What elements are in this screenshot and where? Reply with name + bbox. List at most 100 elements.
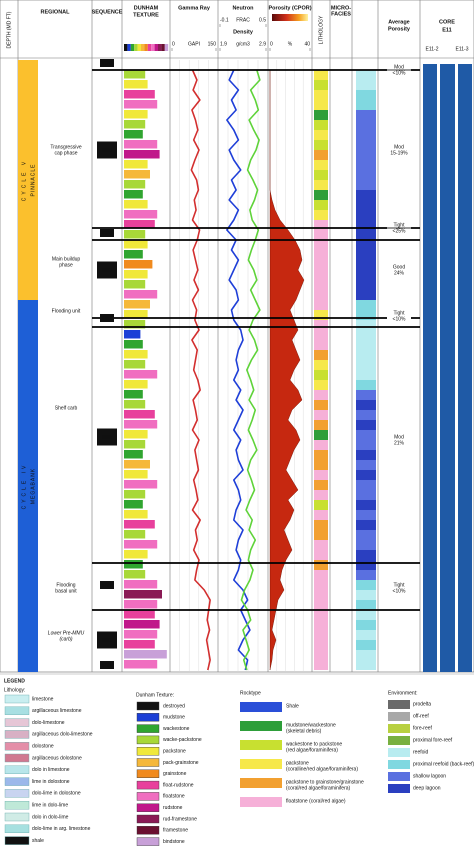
dunham-swatch [136,769,160,778]
environment-cell [356,300,376,310]
porosity-fill [269,70,305,671]
dunham-swatch [136,826,160,835]
rocktype-cell [314,280,328,290]
dunham-stripe [124,440,146,449]
rocktype-cell [314,460,328,470]
phase-label: Flooding [56,582,75,588]
environment-cell [356,230,376,240]
track-tick-label: 0 [270,41,273,47]
dunham-stripe [124,150,160,159]
rocktype-cell [314,130,328,140]
lithology-label: argillaceous dolo-limestone [32,732,93,738]
environment-cell [356,160,376,170]
dunham-swatch [136,758,160,767]
environment-label: proximal fore-reef [413,737,453,743]
phase-label: Flooding unit [52,308,81,314]
dunham-stripe [124,130,143,139]
dunham-stripe [124,240,148,249]
rocktype-label: (coral/red algae/foraminifera) [286,785,351,791]
dunham-stripe [124,650,167,659]
dunham-scale-swatch [161,44,165,51]
sequence-box [97,261,117,279]
dunham-label: wackestone [163,726,190,732]
rocktype-cell [314,510,328,520]
avg-porosity-label: Mod [394,144,404,150]
dunham-stripe [124,630,158,639]
rocktype-cell [314,200,328,210]
rocktype-cell [314,500,328,510]
rocktype-swatch [240,740,282,750]
environment-cell [356,270,376,280]
dunham-stripe [124,660,158,669]
dunham-swatch [136,735,160,745]
avg-porosity-label: 15-19% [390,150,408,156]
rocktype-label: (skeletal debris) [286,728,322,734]
dunham-stripe [124,320,146,329]
dunham-stripe [124,510,148,519]
environment-cell [356,650,376,660]
phase-label: cap phase [54,150,77,156]
sequence-label: SS1 [102,638,112,644]
dunham-label: float-rudstone [163,782,194,788]
rocktype-cell [314,640,328,650]
rocktype-cell [314,120,328,130]
environment-cell [356,100,376,110]
dunham-swatch [136,747,160,756]
rocktype-cell [314,420,328,430]
phase-label: phase [59,262,73,268]
environment-cell [356,620,376,630]
phase-label: basal unit [55,588,77,594]
environment-cell [356,250,376,260]
dunham-stripe [124,210,158,219]
avg-porosity-bg [387,582,411,588]
dunham-scale-swatch [164,44,169,51]
dunham-label: rudstone [163,805,183,811]
track-tick-label: 150 [208,41,217,47]
lithology-label: dolo in dolo-lime [32,814,69,820]
rocktype-cell [314,220,328,230]
lithology-label: dolo-lime in dolostone [32,791,81,797]
core-interval [458,64,472,672]
track-tick-label: -0.1 [220,17,229,23]
rocktype-label: Shale [286,703,299,709]
regional-band [18,60,38,300]
regional-cycle: CYCLE IV [21,463,27,510]
rocktype-cell [314,160,328,170]
dunham-label: rud-framestone [163,816,197,822]
sequence-label: FS4 [102,231,111,237]
environment-swatch [388,736,410,745]
avg-porosity-bg [387,264,411,270]
dunham-label: floatstone [163,794,185,800]
dunham-stripe [124,540,158,549]
environment-cell [356,150,376,160]
microfacies-header: FACIES [331,11,351,17]
dunham-scale-swatch [141,44,145,51]
avg-porosity-bg [387,228,411,234]
track-tick-label: 0 [172,41,175,47]
track-title: Neutron [232,5,254,11]
gamma-ray-curve [190,69,211,671]
environment-cell [356,140,376,150]
rocktype-cell [314,410,328,420]
rocktype-swatch [240,721,282,731]
rocktype-cell [314,300,328,310]
dunham-stripe [124,140,158,149]
dunham-swatch [136,724,160,733]
dunham-scale-swatch [127,44,131,51]
avg-porosity-label: 24% [394,270,405,276]
rocktype-cell [314,310,328,320]
dunham-stripe [124,600,158,609]
phase-label: Lower Pre-MMU [48,630,85,636]
environment-cell [356,440,376,450]
neutron-curve [240,69,261,671]
environment-label: off-reef [413,713,429,719]
environment-cell [356,550,376,560]
rocktype-cell [314,80,328,90]
lithology-label: limestone [32,696,54,702]
environment-swatch [388,748,410,757]
environment-cell [356,660,376,670]
rocktype-cell [314,260,328,270]
environment-cell [356,330,376,340]
lithology-label: shale [32,838,44,844]
rocktype-cell [314,230,328,240]
